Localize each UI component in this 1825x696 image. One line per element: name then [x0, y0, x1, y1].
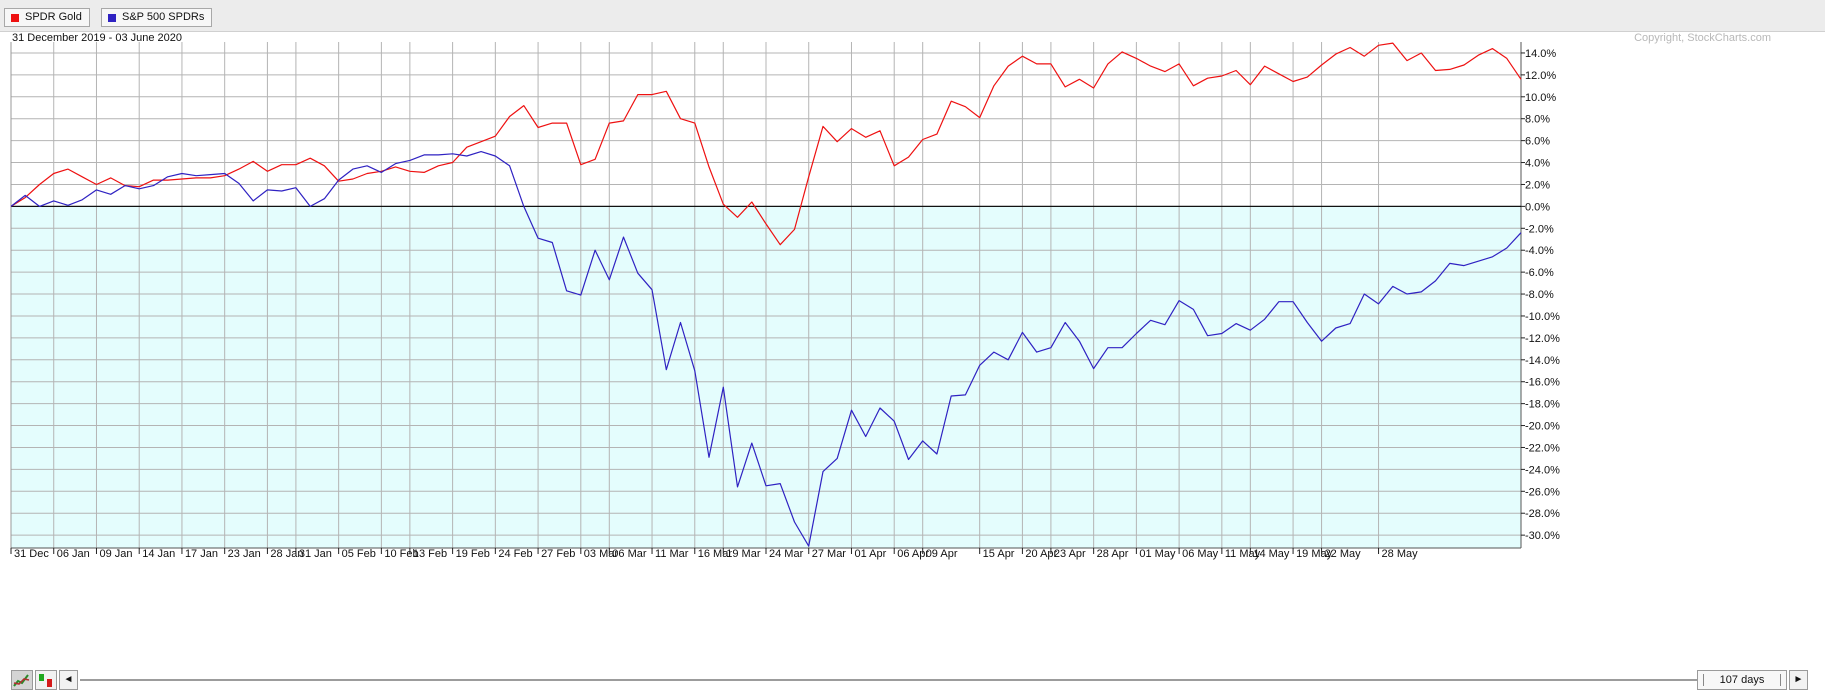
scrollbar-thumb[interactable]: 107 days [1697, 670, 1787, 690]
legend-label: S&P 500 SPDRs [122, 11, 205, 23]
y-tick-label: 12.0% [1525, 70, 1556, 82]
toolbar: SPDR Gold S&P 500 SPDRs [0, 0, 1825, 32]
x-tick-label: 19 Mar [726, 548, 761, 560]
legend-item-sp500-spdrs[interactable]: S&P 500 SPDRs [101, 8, 213, 27]
x-tick-label: 28 Apr [1097, 548, 1129, 560]
x-tick-label: 27 Feb [541, 548, 575, 560]
y-tick-label: -16.0% [1525, 377, 1560, 389]
gridlines [10, 42, 1522, 549]
left-arrow-icon: ◄ [63, 674, 74, 685]
x-tick-label: 31 Jan [299, 548, 332, 560]
x-tick-label: 06 Apr [897, 548, 929, 560]
scrollbar-track[interactable] [80, 679, 1697, 681]
scroll-left-button[interactable]: ◄ [59, 670, 78, 690]
x-tick-label: 09 Apr [926, 548, 958, 560]
x-axis-ticks: 31 Dec 06 Jan 09 Jan 14 Jan 17 Jan 23 Jan 28 J… [10, 548, 1419, 560]
y-tick-label: -14.0% [1525, 355, 1560, 367]
x-tick-label: 17 Jan [185, 548, 218, 560]
y-tick-label: -24.0% [1525, 464, 1560, 476]
navigation-bar: ◄ 107 days ► [0, 666, 1825, 696]
x-tick-label: 20 Apr [1025, 548, 1057, 560]
x-tick-label: 24 Feb [498, 548, 532, 560]
x-tick-label: 13 Feb [413, 548, 447, 560]
x-tick-label: 22 May [1325, 548, 1362, 560]
bar-mode-button[interactable] [35, 670, 57, 690]
x-tick-label: 19 Feb [456, 548, 490, 560]
y-tick-label: 8.0% [1525, 114, 1550, 126]
x-tick-label: 31 Dec [14, 548, 49, 560]
legend-swatch-spy [108, 14, 116, 22]
x-tick-label: 14 Jan [142, 548, 175, 560]
legend-swatch-gold [11, 14, 19, 22]
series-line-spdr-gold [10, 42, 1522, 246]
scroll-right-button[interactable]: ► [1789, 670, 1808, 690]
x-tick-label: 19 May [1296, 548, 1333, 560]
y-tick-label: -30.0% [1525, 530, 1560, 542]
x-tick-label: 14 May [1253, 548, 1290, 560]
y-tick-label: 6.0% [1525, 136, 1550, 148]
x-tick-label: 06 Mar [612, 548, 647, 560]
y-tick-label: -8.0% [1525, 289, 1554, 301]
y-tick-label: -12.0% [1525, 333, 1560, 345]
y-tick-label: -10.0% [1525, 311, 1560, 323]
x-tick-label: 24 Mar [769, 548, 804, 560]
legend-label: SPDR Gold [25, 11, 82, 23]
y-tick-label: -26.0% [1525, 486, 1560, 498]
y-tick-label: -4.0% [1525, 245, 1554, 257]
y-tick-label: -22.0% [1525, 442, 1560, 454]
x-tick-label: 01 May [1139, 548, 1176, 560]
y-tick-label: 0.0% [1525, 201, 1550, 213]
y-tick-label: -6.0% [1525, 267, 1554, 279]
x-tick-label: 09 Jan [99, 548, 132, 560]
copyright-text: Copyright, StockCharts.com [1634, 32, 1771, 44]
y-tick-label: -18.0% [1525, 399, 1560, 411]
line-mode-button[interactable] [11, 670, 33, 690]
legend-item-spdr-gold[interactable]: SPDR Gold [4, 8, 90, 27]
line-chart-icon [13, 674, 30, 687]
x-tick-label: 05 Feb [342, 548, 376, 560]
series-lines [10, 42, 1522, 547]
x-tick-label: 06 Jan [57, 548, 90, 560]
x-tick-label: 11 May [1225, 548, 1261, 560]
y-tick-label: -2.0% [1525, 223, 1554, 235]
x-tick-label: 01 Apr [854, 548, 886, 560]
x-tick-label: 28 May [1382, 548, 1419, 560]
date-range-label: 31 December 2019 - 03 June 2020 [12, 32, 183, 44]
right-arrow-icon: ► [1793, 674, 1804, 685]
y-tick-label: 14.0% [1525, 48, 1556, 60]
x-tick-label: 15 Apr [983, 548, 1015, 560]
candle-chart-icon [39, 674, 52, 687]
x-tick-label: 11 Mar [655, 548, 689, 560]
y-axis-ticks: 14.0% 12.0% 10.0% 8.0% 6.0% 4.0% 2.0% 0.0% -2.0%… [1521, 48, 1560, 542]
y-tick-label: -20.0% [1525, 421, 1560, 433]
x-tick-label: 06 May [1182, 548, 1219, 560]
y-tick-label: 2.0% [1525, 179, 1550, 191]
x-tick-label: 28 Jan [270, 548, 303, 560]
comparison-chart: 14.0% 12.0% 10.0% 8.0% 6.0% 4.0% 2.0% 0.0% -2.0%… [10, 42, 1560, 560]
y-tick-label: 10.0% [1525, 92, 1556, 104]
x-tick-label: 23 Jan [228, 548, 261, 560]
x-tick-label: 27 Mar [812, 548, 847, 560]
series-line-sp500-spdrs [10, 151, 1522, 547]
y-tick-label: 4.0% [1525, 158, 1550, 170]
y-tick-label: -28.0% [1525, 508, 1560, 520]
x-tick-label: 23 Apr [1054, 548, 1086, 560]
